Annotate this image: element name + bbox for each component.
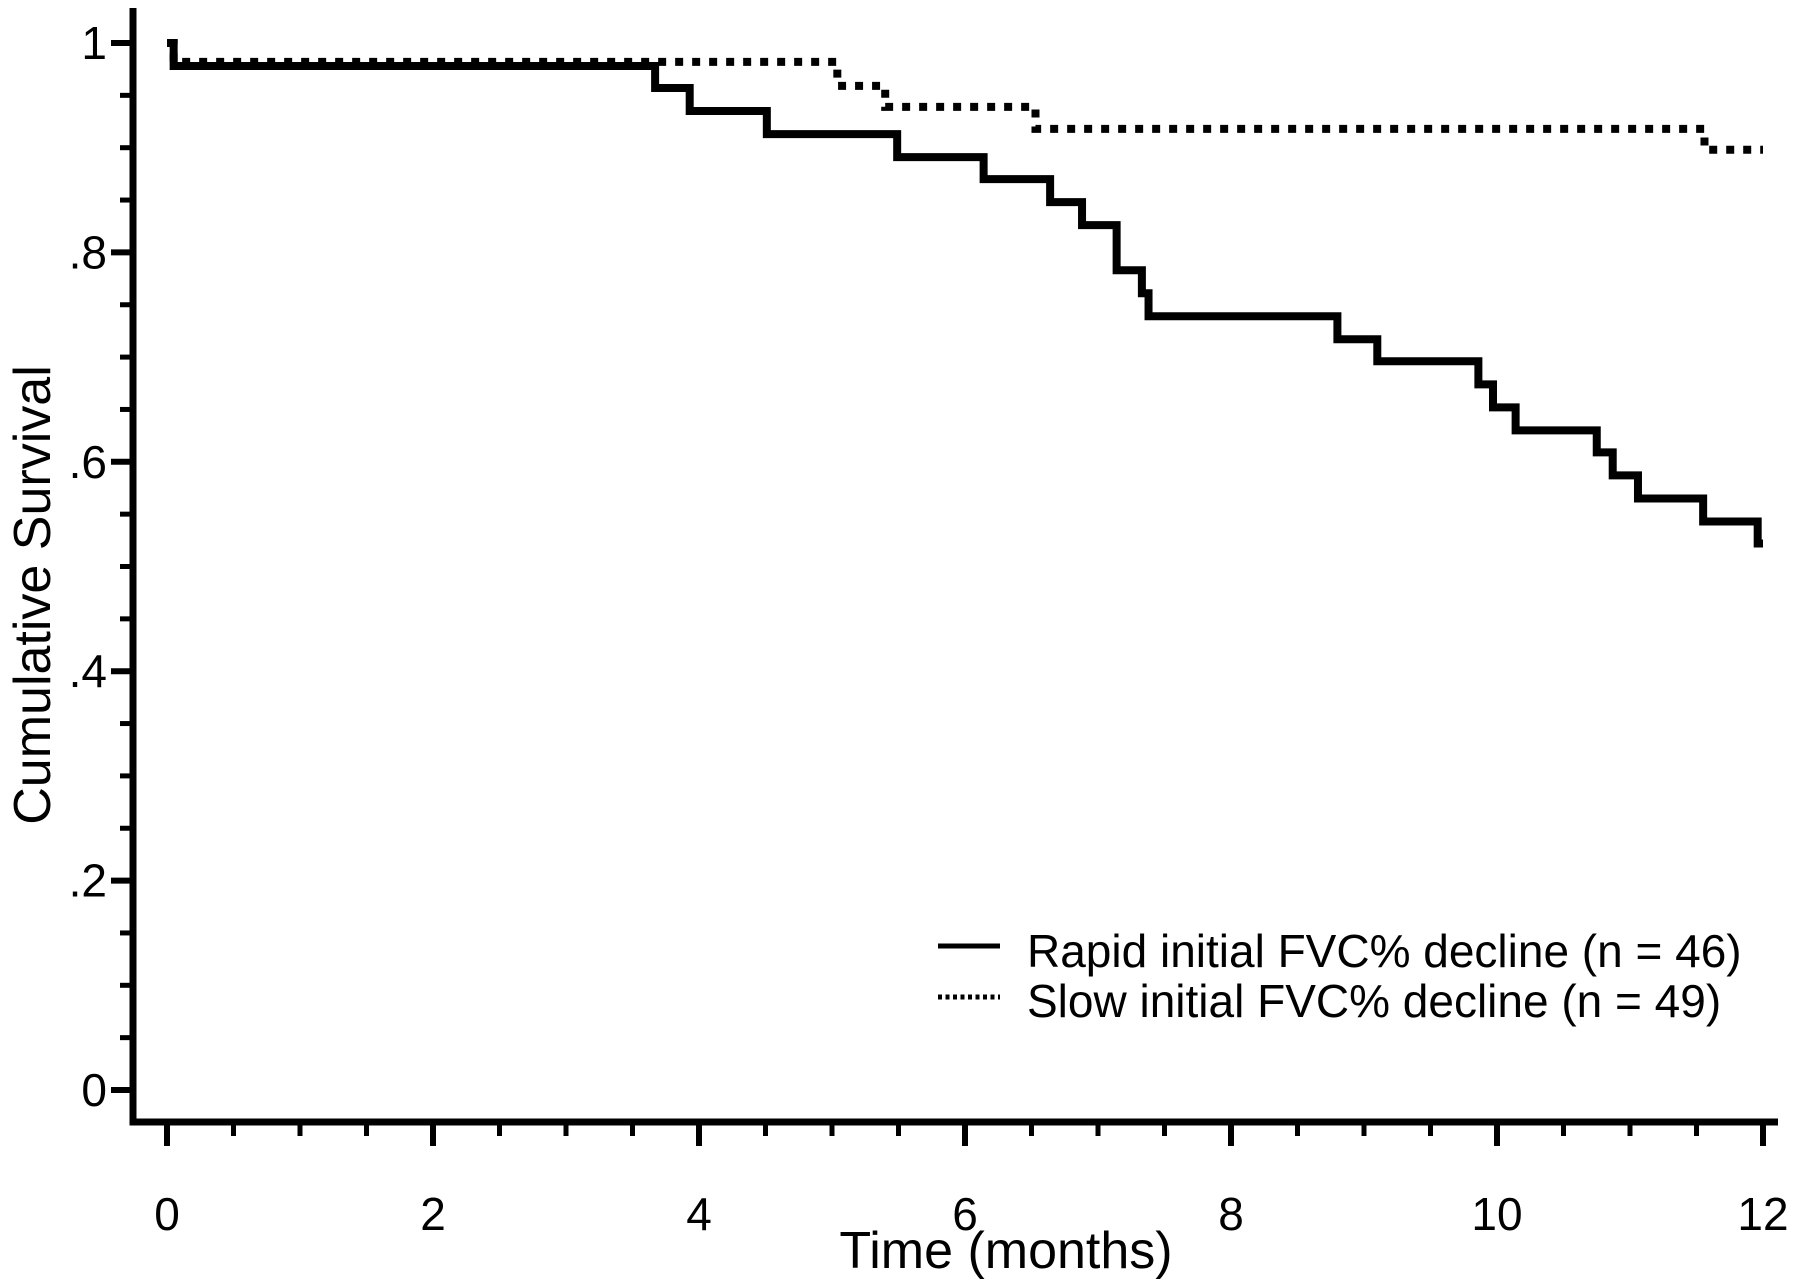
x-tick-label: 8 <box>1218 1188 1244 1240</box>
x-tick-label: 0 <box>154 1188 180 1240</box>
rapid-decline-curve <box>167 39 1763 548</box>
x-tick-label: 2 <box>420 1188 446 1240</box>
x-tick-label: 4 <box>686 1188 712 1240</box>
y-tick-label: 0 <box>81 1064 107 1116</box>
legend: Rapid initial FVC% decline (n = 46) Slow… <box>938 925 1742 1027</box>
x-tick-label: 12 <box>1737 1188 1788 1240</box>
y-tick-label: .4 <box>69 645 107 697</box>
x-tick-label: 10 <box>1471 1188 1522 1240</box>
x-axis-title: Time (months) <box>839 1222 1172 1280</box>
y-tick-label: .6 <box>69 436 107 488</box>
survival-curves <box>167 39 1763 548</box>
y-axis-title: Cumulative Survival <box>4 365 62 825</box>
legend-rapid-label: Rapid initial FVC% decline (n = 46) <box>1027 925 1742 977</box>
x-tick-label: 6 <box>952 1188 978 1240</box>
y-tick-label: .8 <box>69 226 107 278</box>
y-tick-label: 1 <box>81 17 107 69</box>
y-tick-label: .2 <box>69 855 107 907</box>
legend-slow-label: Slow initial FVC% decline (n = 49) <box>1027 975 1721 1027</box>
axis-tick-labels: 1 .8 .6 .4 .2 0 0 2 4 6 8 10 12 <box>69 17 1789 1240</box>
axis-ticks <box>111 40 1766 1146</box>
slow-decline-curve <box>167 39 1763 154</box>
